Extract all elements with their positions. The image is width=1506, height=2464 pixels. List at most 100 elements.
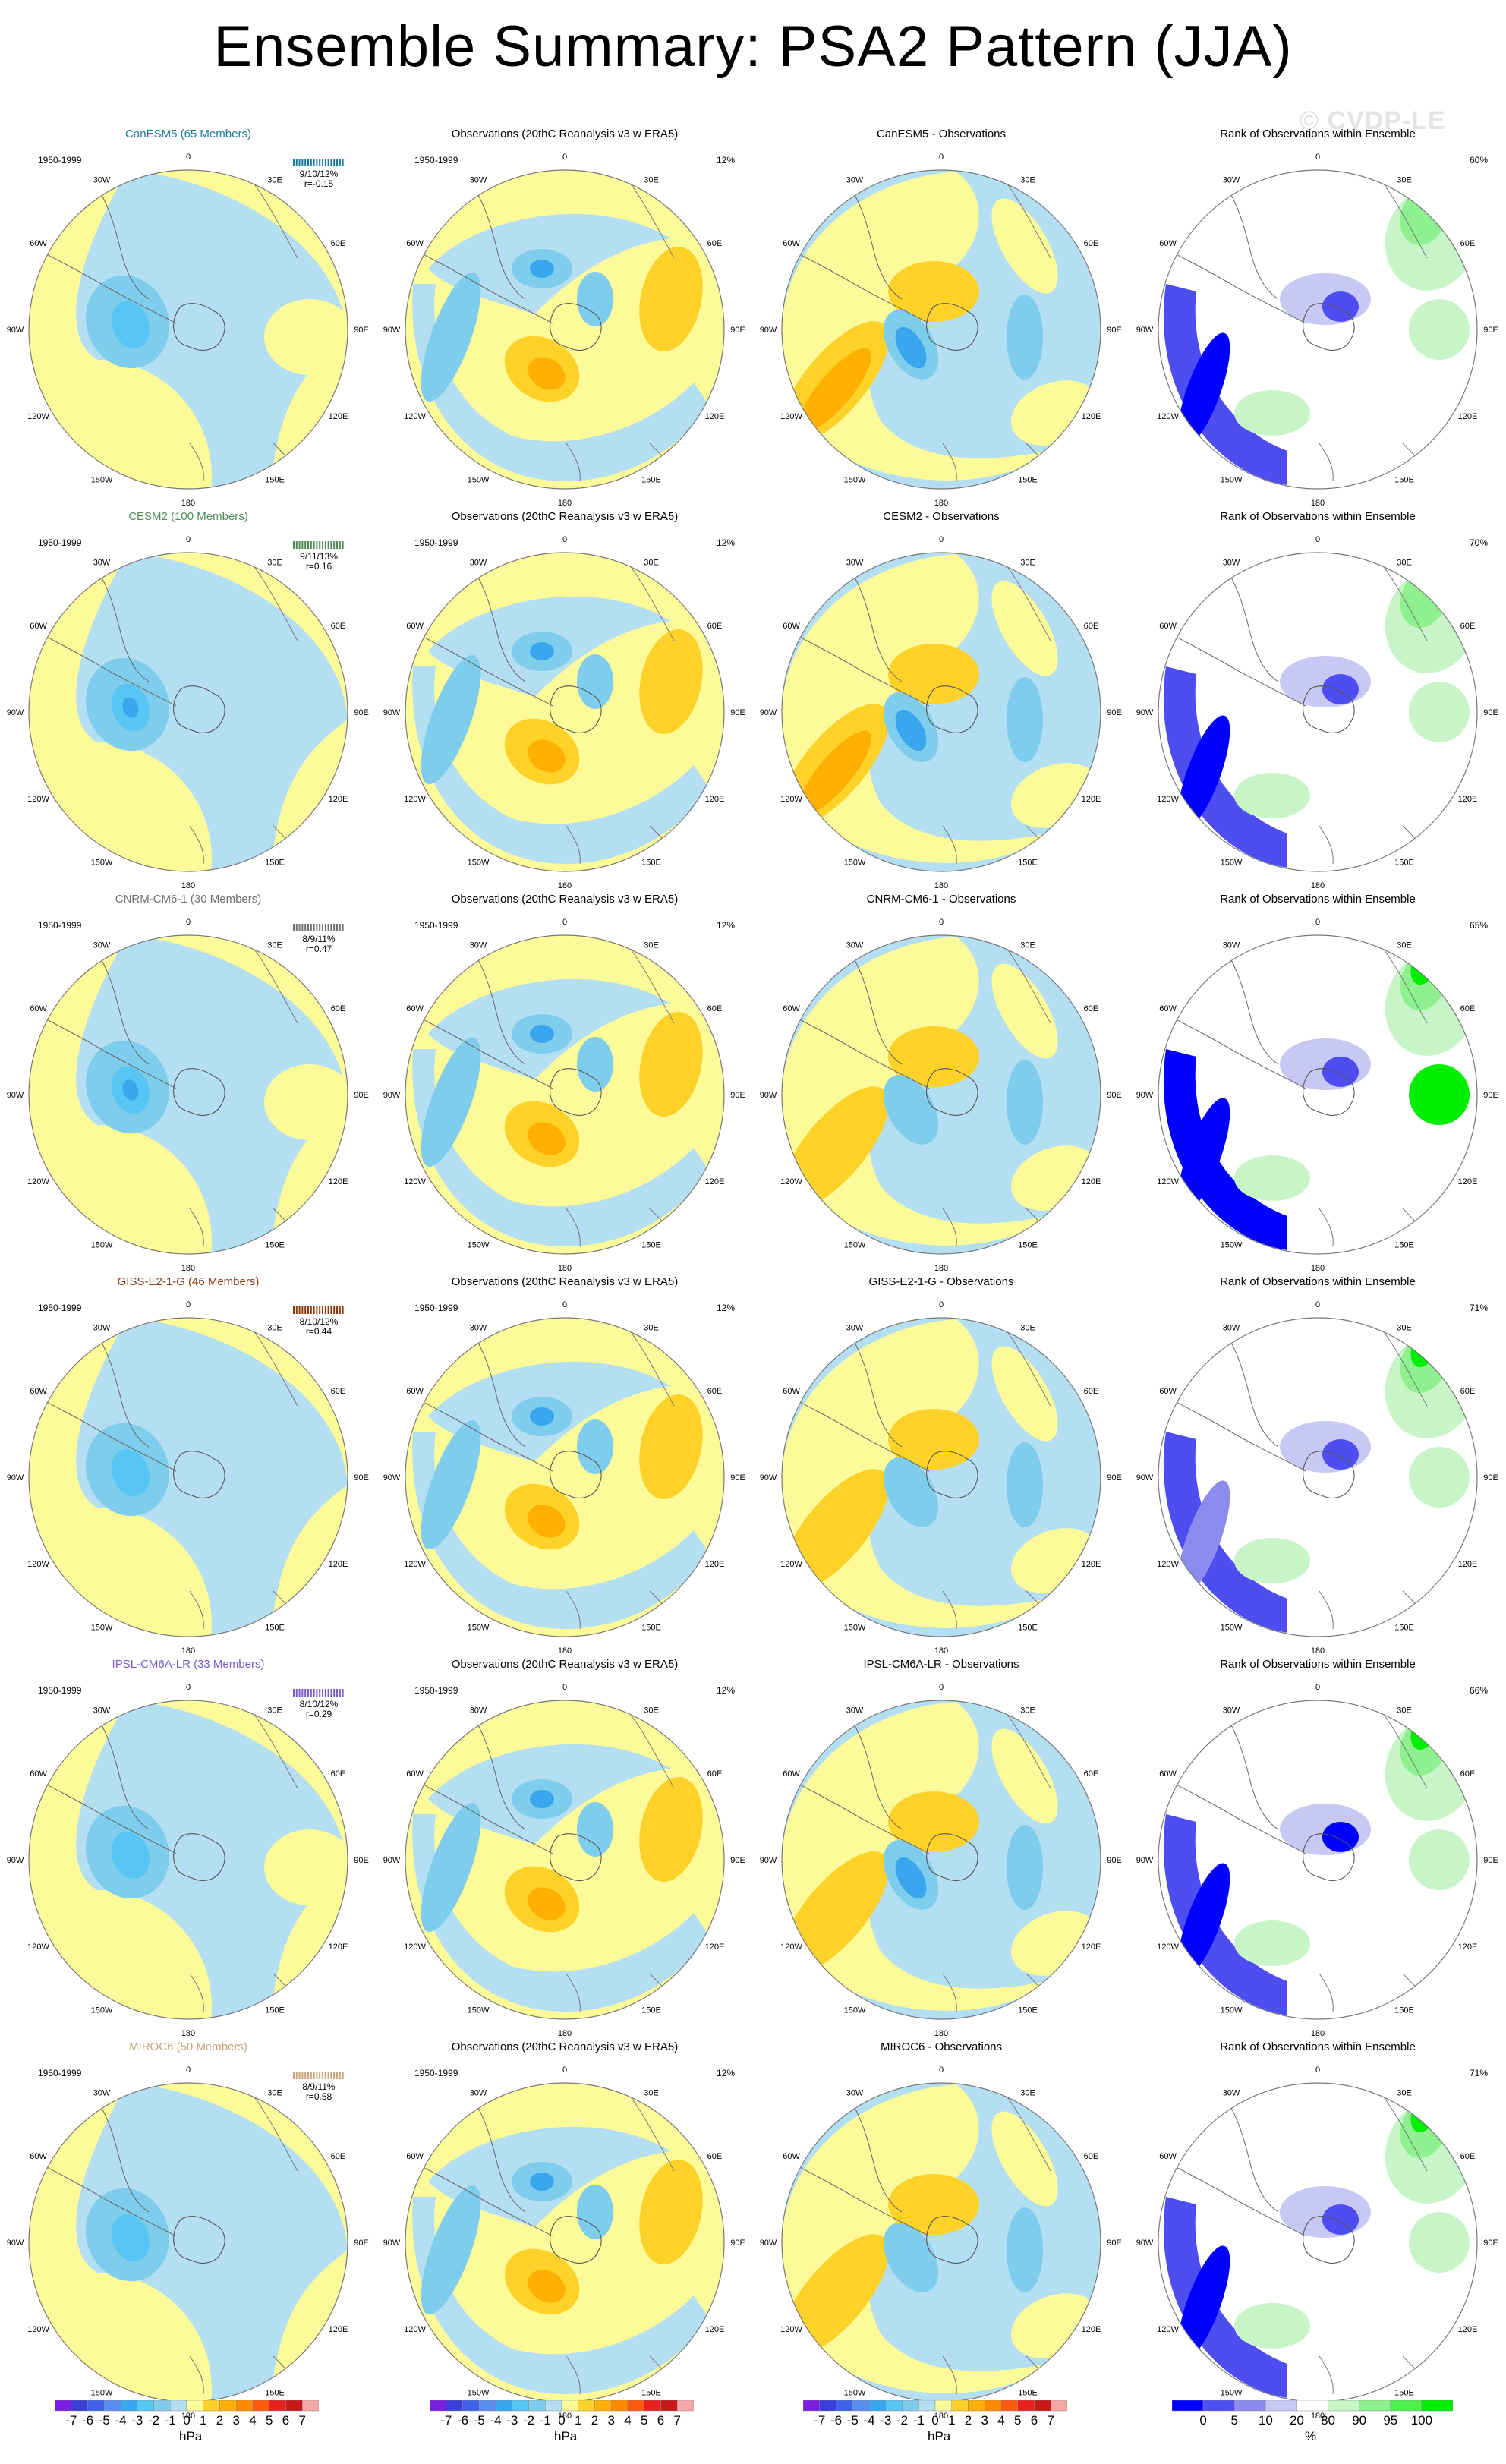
longitude-label: 60W — [30, 1004, 47, 1013]
member-tick — [295, 2072, 298, 2079]
longitude-label: 60W — [783, 2152, 800, 2161]
colorbar-tick-label: 6 — [282, 2413, 289, 2428]
member-tick — [333, 1306, 336, 1314]
period-label: 1950-1999 — [38, 920, 82, 931]
colorbar-tick-label: 7 — [674, 2413, 681, 2428]
negative-ring — [412, 1814, 709, 2012]
low-east — [1007, 1442, 1043, 1527]
colorbar-swatches: 0 5 10 20 80 90 95 100 — [1171, 2399, 1454, 2428]
longitude-label: 120E — [705, 412, 725, 421]
polar-map: 0 30E 60E 90E 120E 150E 180 150W 120W 90W 60W 30W — [1136, 1300, 1498, 1655]
longitude-label: 120W — [1157, 1177, 1179, 1186]
panel-title: Observations (20thC Reanalysis v3 w ERA5… — [451, 2040, 679, 2053]
map-boundary — [28, 552, 348, 872]
longitude-label: 30W — [846, 176, 864, 185]
longitude-label: 90W — [7, 1091, 24, 1100]
longitude-label: 60E — [707, 239, 723, 248]
low-weddell — [577, 2185, 613, 2239]
map-boundary — [1158, 1700, 1478, 2020]
longitude-label: 0 — [562, 918, 567, 927]
antarctica-coastline — [173, 685, 225, 734]
longitude-label: 0 — [939, 918, 944, 927]
longitude-label: 60W — [30, 2152, 47, 2161]
member-tick — [298, 2072, 301, 2079]
member-tick — [330, 1306, 332, 1314]
positive-east — [991, 1346, 1058, 1442]
colorbar-tick-label: -7 — [440, 2413, 452, 2428]
longitude-label: 150W — [468, 475, 490, 484]
longitude-label: 90E — [1107, 708, 1122, 717]
field-layer — [1158, 170, 1477, 489]
antarctica-coastline — [1303, 2216, 1355, 2264]
colorbar-tick-label: -1 — [165, 2413, 176, 2428]
longitude-label: 30E — [644, 941, 659, 950]
longitude-label: 150E — [641, 475, 661, 484]
colorbar-tick-label: -2 — [148, 2413, 159, 2428]
map-boundary — [1158, 1317, 1478, 1637]
rank-percent: 65% — [1470, 920, 1489, 931]
longitude-label: 150E — [1018, 475, 1038, 484]
longitude-label: 30W — [1223, 1706, 1240, 1716]
low-rank-center-core — [1322, 674, 1359, 704]
ross-sea-coastline — [1319, 2355, 1334, 2395]
south-america-coastline — [406, 628, 553, 707]
longitude-label: 60E — [1460, 1004, 1476, 1013]
longitude-label: 30E — [644, 176, 659, 185]
member-tick — [322, 1689, 323, 1697]
panel-title: Observations (20thC Reanalysis v3 w ERA5… — [451, 510, 679, 523]
member-tick — [327, 1689, 329, 1697]
longitude-label: 180 — [558, 2412, 572, 2420]
member-tick — [327, 924, 329, 931]
low-center — [883, 1075, 939, 1145]
longitude-label: 120E — [705, 2325, 725, 2334]
colorbar-swatch — [968, 2399, 985, 2412]
field-layer — [1158, 1700, 1477, 2019]
longitude-label: 120W — [780, 412, 802, 421]
longitude-label: 150E — [265, 1623, 285, 1632]
longitude-label: 90W — [1136, 1091, 1154, 1100]
ross-sea-coastline — [189, 1590, 204, 1630]
longitude-label: 0 — [562, 2065, 567, 2075]
longitude-label: 60W — [406, 1004, 424, 1013]
colorbar-swatch — [627, 2399, 644, 2412]
high-rank-south — [1234, 1155, 1310, 1201]
page-title: Ensemble Summary: PSA2 Pattern (JJA) — [213, 14, 1293, 79]
antarctica-coastline — [1303, 1833, 1355, 1882]
antarctica-coastline — [173, 2216, 225, 2264]
south-america-coastline — [30, 1393, 177, 1472]
panel-model: GISS-E2-1-G (46 Members) 0 30E 60E 90E 120E 15… — [0, 1272, 376, 1655]
high-rank-south — [1234, 2303, 1310, 2349]
polar-map: 0 30E 60E 90E 120E 150E 180 150W 120W 90W 60W 30W — [383, 2065, 745, 2420]
colorbar-tick-label: 4 — [624, 2413, 631, 2428]
longitude-label: 120W — [1157, 412, 1179, 421]
member-tick — [310, 159, 312, 166]
antarctica-coastline — [1303, 685, 1355, 734]
panel-title: Rank of Observations within Ensemble — [1220, 128, 1416, 140]
africa-coastline — [1003, 178, 1051, 259]
member-tick — [316, 1689, 318, 1697]
longitude-label: 30E — [1020, 176, 1035, 185]
colorbar-tick-label: 3 — [608, 2413, 615, 2428]
africa-coastline — [1379, 178, 1428, 259]
panel-title: Rank of Observations within Ensemble — [1220, 510, 1416, 523]
longitude-label: 90W — [1136, 326, 1154, 335]
longitude-label: 120W — [404, 1943, 426, 1952]
longitude-label: 60E — [1084, 1387, 1099, 1396]
panel-title: CESM2 (100 Members) — [128, 510, 248, 523]
longitude-label: 150E — [265, 475, 285, 484]
member-spread-icon — [293, 1689, 344, 1697]
low-center — [883, 1457, 939, 1527]
member-tick — [339, 541, 341, 549]
longitude-label: 150E — [265, 858, 285, 867]
member-spread-icon — [293, 2072, 344, 2079]
longitude-label: 150E — [1394, 2006, 1414, 2015]
panel-model: CESM2 (100 Members) 0 30E 60E 90E 120E 150E 180… — [0, 507, 376, 890]
member-tick — [301, 924, 304, 931]
longitude-label: 90E — [1483, 326, 1498, 335]
member-tick — [301, 1689, 304, 1697]
longitude-label: 90E — [730, 708, 745, 717]
low-rank-center-core — [1322, 1057, 1359, 1087]
longitude-label: 30E — [267, 176, 282, 185]
member-tick — [339, 924, 341, 931]
colorbar-tick-label: -3 — [506, 2413, 518, 2428]
